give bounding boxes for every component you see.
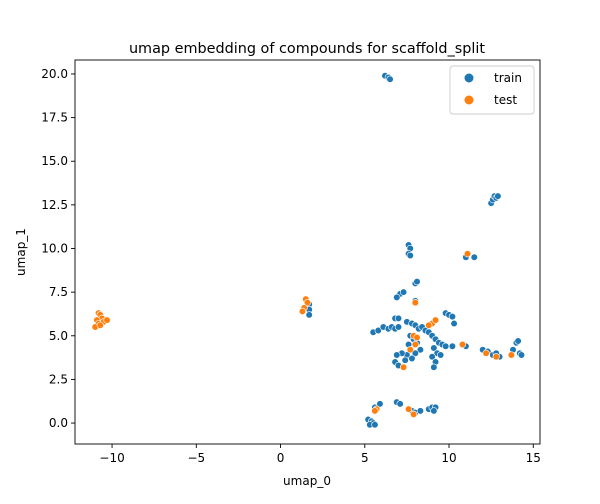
y-tick-label: 10.0 [41,242,68,256]
point-train [305,311,313,319]
point-train [394,323,403,331]
legend-marker-test [463,94,475,106]
point-train [517,351,526,359]
point-test [103,316,111,324]
point-train [406,251,414,260]
point-test [458,340,467,349]
point-train [393,351,401,359]
point-test [411,340,419,349]
point-train [416,346,424,354]
point-train [430,363,438,371]
point-test [411,299,419,307]
point-train [470,253,478,261]
point-train [408,354,416,363]
point-test [371,407,379,415]
point-train [396,400,404,408]
point-train [401,356,409,364]
x-tick-label: 5 [361,451,369,465]
point-train [374,326,382,335]
point-train [442,342,450,350]
point-train [430,344,438,352]
point-train [437,351,445,359]
x-axis-label: umap_0 [283,474,331,488]
point-test [507,351,515,359]
x-tick-label: −5 [187,451,205,465]
y-tick-label: 7.5 [49,285,68,299]
point-train [393,293,401,301]
legend-label-train: train [494,71,522,85]
point-train [376,400,384,408]
point-train [448,312,456,321]
point-train [411,349,419,357]
point-test [431,316,440,324]
point-test [492,353,500,361]
chart-title: umap embedding of compounds for scaffold… [129,41,485,57]
points-layer [91,72,526,429]
point-test [96,321,104,329]
y-tick-label: 0.0 [49,416,68,430]
point-test [406,346,414,354]
point-train [416,407,424,415]
point-train [428,353,436,361]
point-test [298,307,307,315]
point-test [399,363,408,371]
y-tick-label: 2.5 [49,372,68,386]
point-test [482,349,490,357]
x-tick-label: 10 [441,451,456,465]
x-tick-label: −10 [99,451,124,465]
point-test [425,321,433,329]
point-test [410,410,418,418]
x-tick-label: 15 [526,451,541,465]
point-test [413,333,421,342]
point-train [430,407,438,415]
y-axis-label: umap_1 [14,228,28,276]
y-tick-label: 12.5 [41,198,68,212]
x-axis-ticks: −10 −5 0 5 10 15 [99,444,541,465]
point-train [394,314,403,322]
y-tick-label: 20.0 [41,67,68,81]
point-train [386,75,394,83]
plot-area-frame [74,59,541,445]
point-test [463,250,472,258]
point-train [514,337,522,345]
point-train [371,421,379,429]
y-tick-label: 17.5 [41,111,68,125]
point-train [399,288,408,296]
y-axis-ticks: 0.0 2.5 5.0 7.5 10.0 12.5 15.0 17.5 20.0 [41,67,75,430]
legend-marker-train [463,72,475,84]
point-train [494,192,502,200]
y-tick-label: 5.0 [49,329,68,343]
point-test [404,405,413,413]
x-tick-label: 0 [277,451,285,465]
point-test [303,299,312,307]
point-train [450,319,458,328]
point-train [413,278,421,286]
legend: train test [449,65,535,115]
y-tick-label: 15.0 [41,154,68,168]
point-train [448,342,456,350]
legend-label-test: test [494,93,517,107]
